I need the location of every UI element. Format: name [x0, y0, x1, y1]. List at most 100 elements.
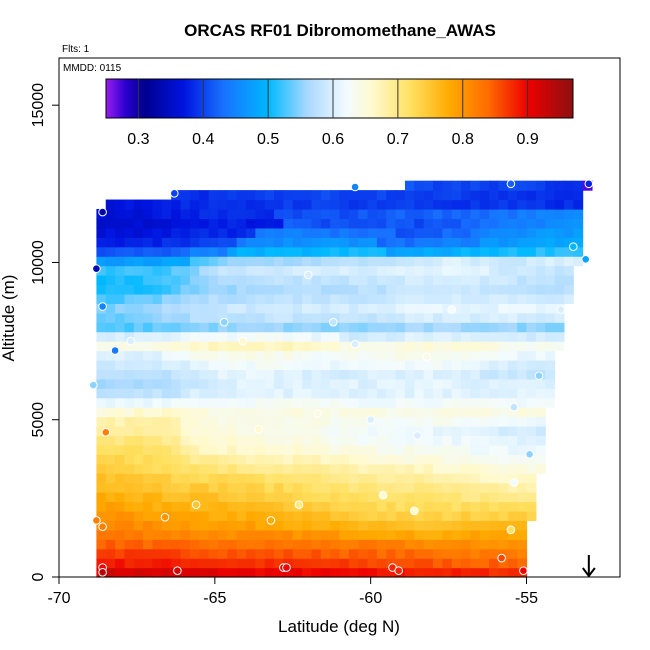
heatmap-cell — [124, 350, 135, 361]
heatmap-cell — [180, 359, 191, 370]
heatmap-cell — [395, 378, 406, 389]
heatmap-cell — [498, 312, 509, 323]
heatmap-cell — [451, 180, 462, 191]
heatmap-cell — [498, 378, 509, 389]
heatmap-cell — [507, 359, 518, 370]
heatmap-cell — [423, 237, 434, 248]
heatmap-cell — [274, 482, 284, 493]
sample-point — [170, 189, 179, 198]
heatmap-cell — [311, 275, 322, 286]
heatmap-cell — [115, 567, 126, 578]
heatmap-cell — [199, 218, 210, 229]
heatmap-cell — [479, 520, 490, 531]
heatmap-cell — [479, 359, 490, 370]
heatmap-cell — [526, 416, 537, 427]
heatmap-cell — [180, 548, 191, 559]
heatmap-cell — [535, 256, 546, 267]
heatmap-cell — [451, 303, 462, 314]
heatmap-cell — [274, 312, 284, 323]
heatmap-cell — [442, 388, 453, 399]
heatmap-cell — [358, 416, 369, 427]
heatmap-cell — [442, 558, 453, 569]
heatmap-cell — [189, 558, 200, 569]
heatmap-cell — [554, 227, 565, 238]
heatmap-cell — [124, 208, 135, 220]
sample-point — [584, 179, 594, 189]
heatmap-cell — [376, 473, 387, 484]
heatmap-cell — [236, 341, 247, 352]
heatmap-cell — [246, 341, 256, 352]
heatmap-cell — [292, 237, 303, 248]
heatmap-cell — [320, 397, 331, 408]
heatmap-cell — [442, 473, 453, 484]
heatmap-cell — [161, 454, 172, 465]
heatmap-cell — [274, 190, 284, 201]
heatmap-cell — [105, 312, 116, 323]
heatmap-cell — [489, 303, 500, 314]
heatmap-cell — [105, 369, 116, 380]
heatmap-cell — [255, 407, 266, 418]
heatmap-cell — [470, 350, 481, 361]
heatmap-cell — [208, 378, 219, 389]
heatmap-cell — [180, 256, 191, 267]
heatmap-cell — [498, 190, 509, 201]
heatmap-cell — [217, 501, 228, 512]
heatmap-cell — [189, 492, 200, 503]
heatmap-cell — [358, 539, 369, 550]
heatmap-cell — [143, 492, 154, 503]
heatmap-cell — [171, 426, 182, 437]
colorbar-tick-label: 0.7 — [387, 131, 409, 148]
heatmap-cell — [208, 246, 219, 257]
heatmap-cell — [236, 407, 247, 418]
heatmap-cell — [442, 293, 453, 304]
flights-note: Flts: 1 — [62, 44, 90, 55]
heatmap-cell — [217, 378, 228, 389]
heatmap-cell — [264, 558, 275, 569]
heatmap-cell — [105, 237, 116, 248]
heatmap-cell — [217, 208, 228, 220]
heatmap-cell — [404, 463, 415, 474]
heatmap-cell — [339, 444, 350, 455]
heatmap-cell — [143, 520, 154, 531]
sample-point — [394, 566, 404, 576]
heatmap-cell — [124, 265, 135, 276]
heatmap-cell — [395, 435, 406, 446]
heatmap-cell — [115, 256, 126, 267]
heatmap-cell — [264, 397, 275, 408]
heatmap-cell — [498, 369, 509, 380]
heatmap-cell — [264, 369, 275, 380]
heatmap-cell — [526, 397, 537, 408]
heatmap-cell — [283, 397, 294, 408]
heatmap-cell — [404, 303, 415, 314]
heatmap-cell — [395, 482, 406, 493]
heatmap-cell — [274, 520, 284, 531]
heatmap-cell — [274, 416, 284, 427]
heatmap-cell — [255, 284, 266, 295]
heatmap-cell — [330, 369, 341, 380]
heatmap-cell — [311, 463, 322, 474]
heatmap-cell — [236, 256, 247, 267]
heatmap-cell — [283, 208, 294, 220]
sample-point — [92, 264, 101, 274]
heatmap-cell — [124, 359, 135, 370]
heatmap-cell — [470, 246, 481, 257]
heatmap-cell — [115, 293, 126, 304]
heatmap-cell — [479, 293, 490, 304]
heatmap-cell — [414, 388, 425, 399]
heatmap-cell — [255, 492, 266, 503]
heatmap-cell — [554, 256, 565, 267]
heatmap-cell — [442, 246, 453, 257]
heatmap-cell — [339, 435, 350, 446]
heatmap-cell — [115, 407, 126, 418]
heatmap-cell — [554, 218, 565, 229]
heatmap-cell — [246, 350, 256, 361]
heatmap-cell — [152, 454, 163, 465]
heatmap-cell — [507, 492, 518, 503]
heatmap-cell — [367, 510, 378, 521]
heatmap-cell — [517, 520, 528, 531]
heatmap-cell — [376, 275, 387, 286]
heatmap-cell — [236, 218, 247, 229]
heatmap-cell — [133, 341, 144, 352]
heatmap-cell — [105, 482, 116, 493]
heatmap-cell — [573, 208, 584, 220]
